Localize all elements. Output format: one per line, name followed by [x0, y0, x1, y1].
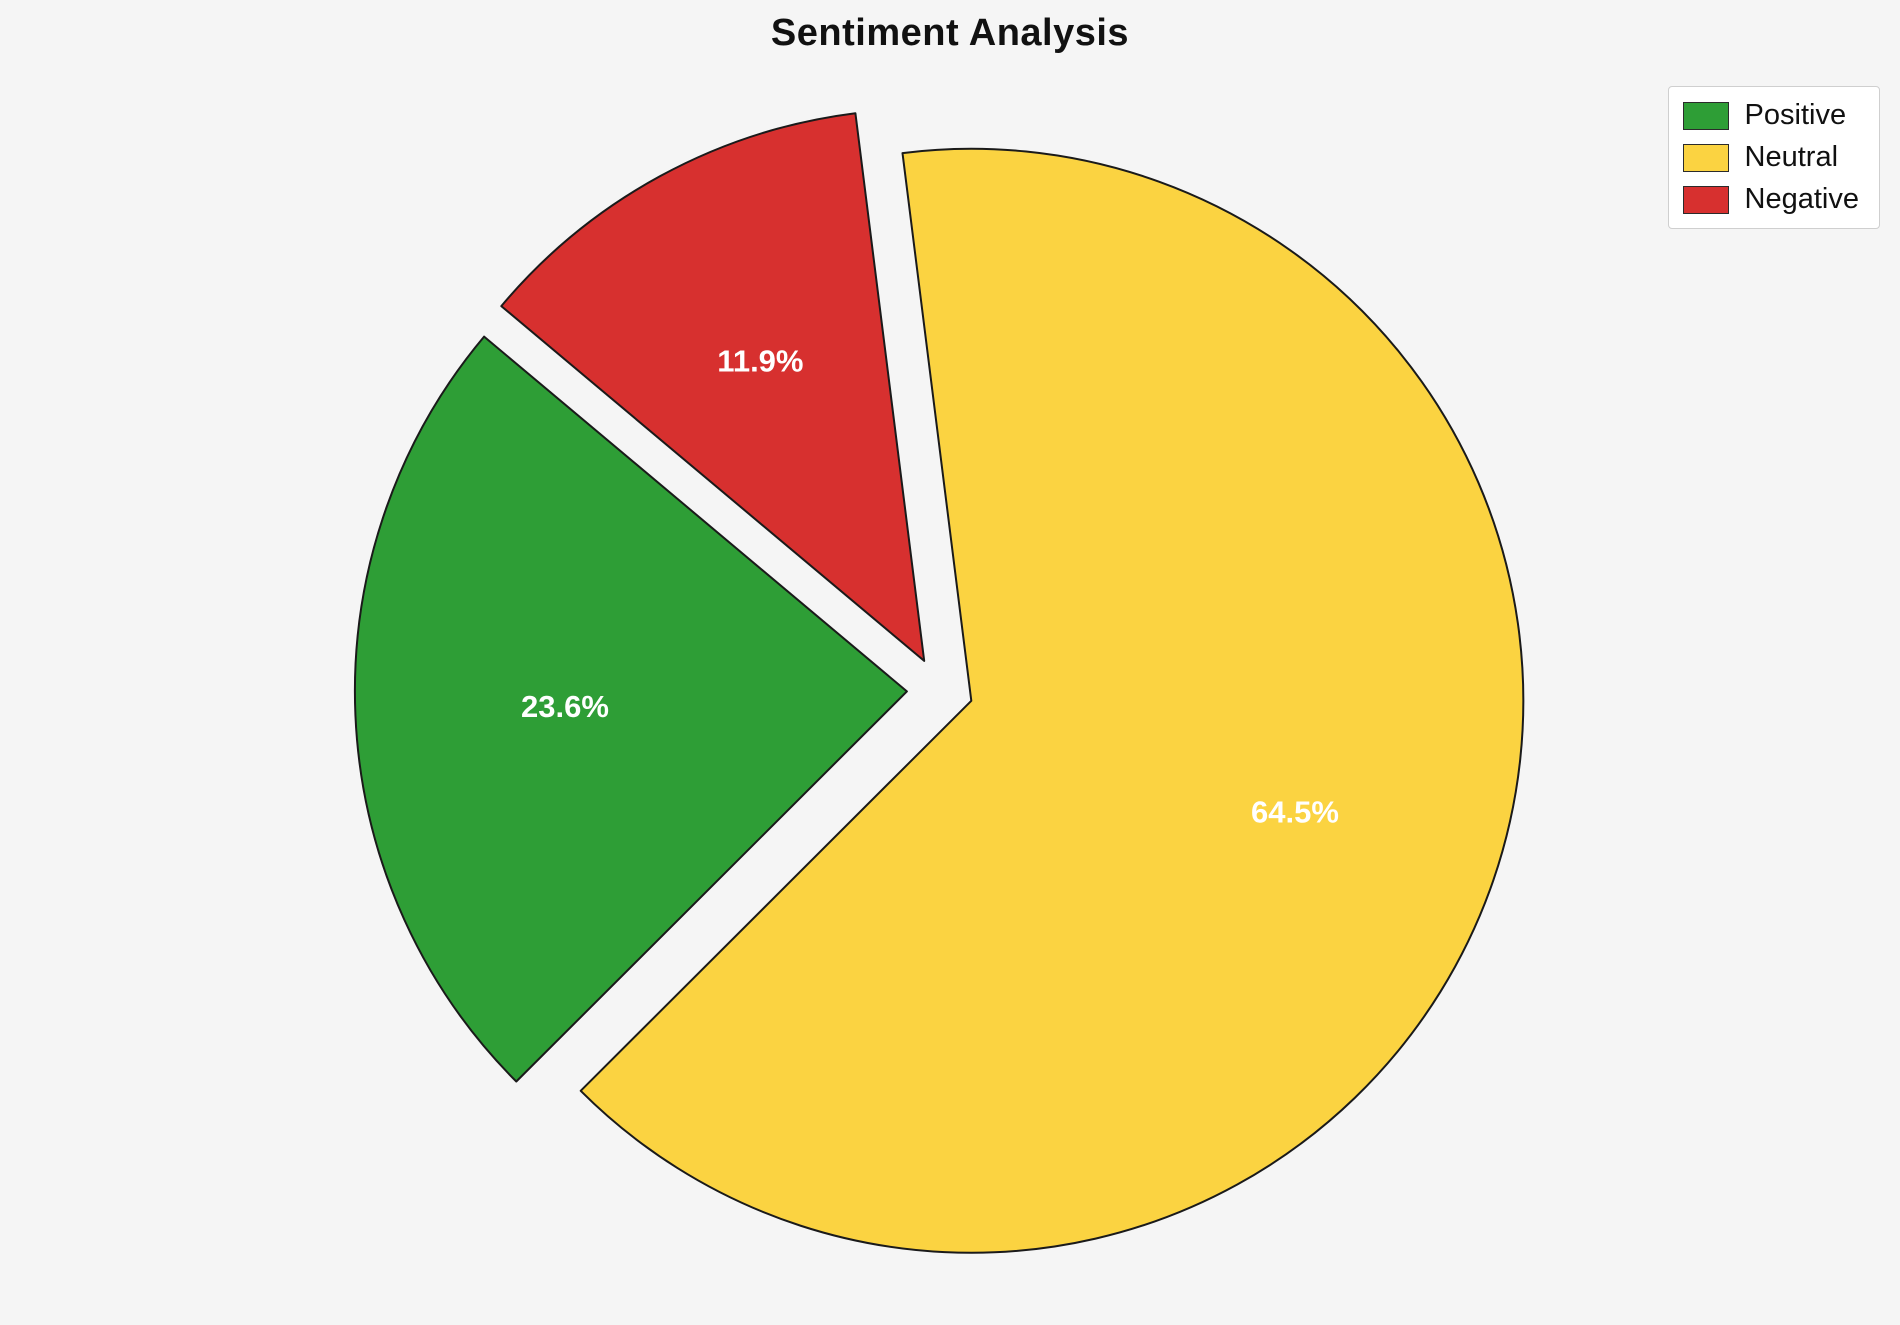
pct-label-negative: 11.9% — [717, 343, 803, 378]
pct-label-neutral: 64.5% — [1251, 795, 1339, 830]
legend-item-positive: Positive — [1682, 99, 1859, 131]
pie-slice-positive — [353, 335, 908, 1083]
legend-swatch-neutral — [1682, 143, 1729, 172]
legend-label: Positive — [1744, 99, 1847, 131]
pie-slice-negative — [500, 112, 926, 662]
legend-label: Negative — [1744, 183, 1859, 215]
legend-swatch-negative — [1682, 185, 1729, 214]
legend-label: Neutral — [1744, 141, 1839, 173]
legend-item-neutral: Neutral — [1682, 141, 1859, 173]
pie-slice-neutral — [579, 147, 1525, 1254]
pct-label-positive: 23.6% — [521, 689, 609, 724]
legend-item-negative: Negative — [1682, 183, 1859, 215]
legend-swatch-positive — [1682, 101, 1729, 130]
chart-title: Sentiment Analysis — [770, 12, 1130, 54]
legend: Positive Neutral Negative — [1667, 86, 1880, 229]
